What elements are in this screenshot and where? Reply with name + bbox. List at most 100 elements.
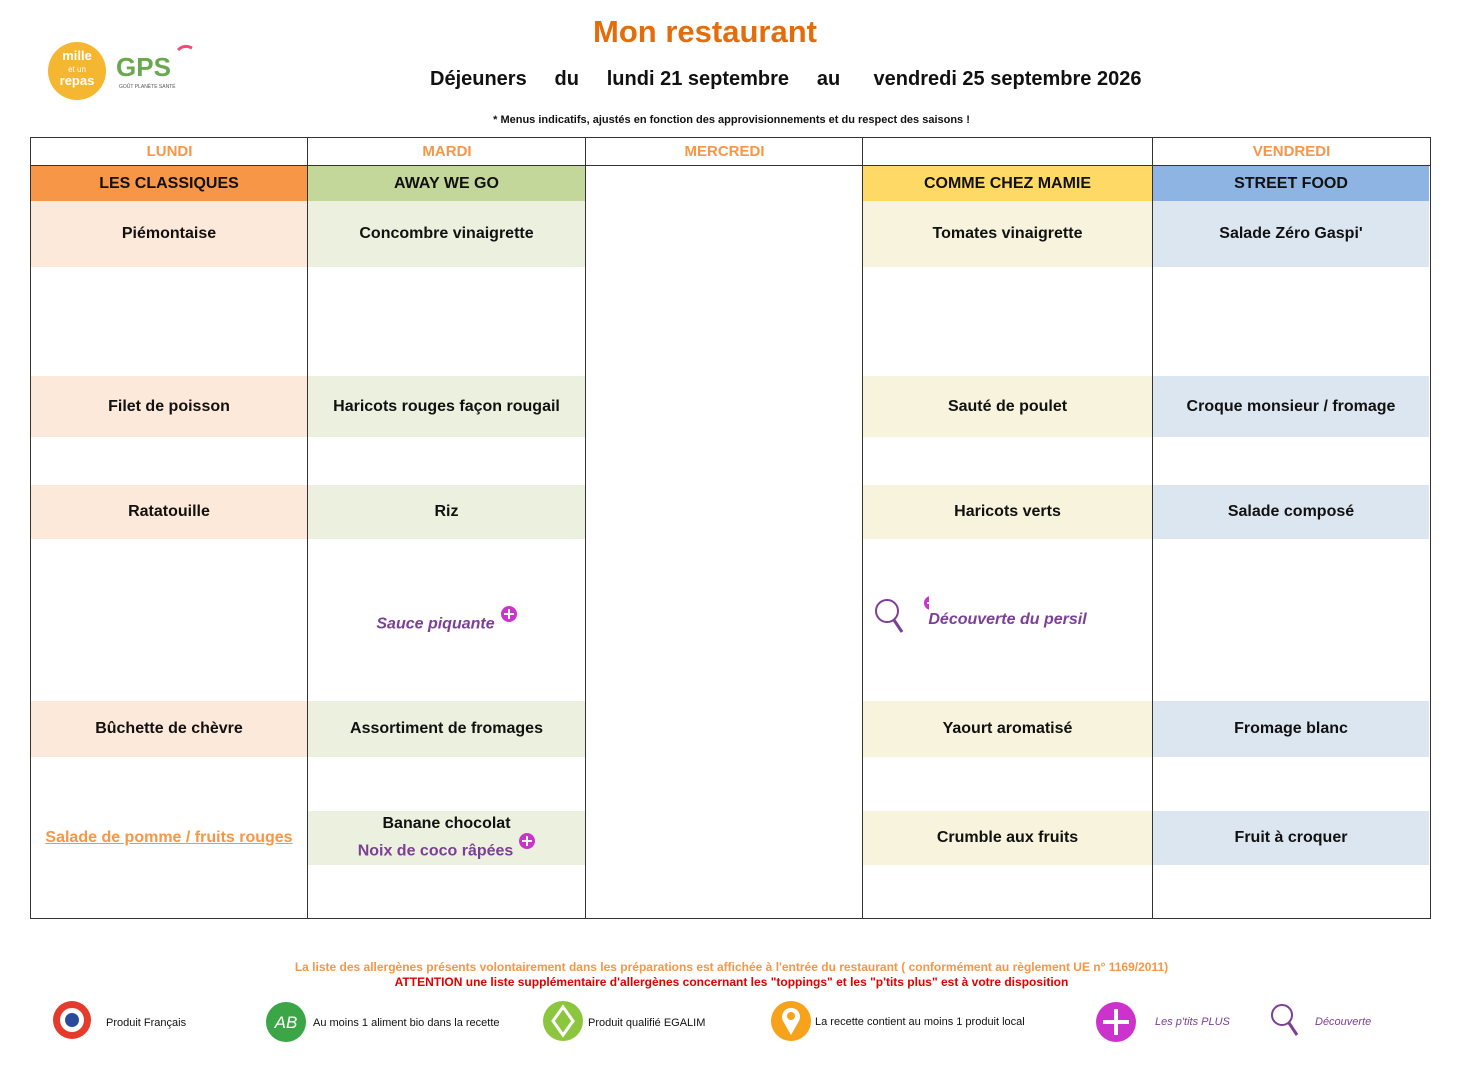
- item-text: Découverte du persil: [928, 611, 1086, 629]
- title: Mon restaurant: [593, 14, 817, 49]
- column-divider: [307, 138, 308, 918]
- legend-label: Les p'tits PLUS: [1155, 1016, 1230, 1028]
- period-part: au: [816, 68, 841, 90]
- period-part: lundi 21 septembre: [606, 68, 790, 90]
- column-divider: [862, 138, 863, 918]
- period-part: vendredi 25 septembre 2026: [873, 68, 1142, 90]
- legend-label: Découverte: [1315, 1016, 1372, 1028]
- item-label: Salade Zéro Gaspi': [1219, 225, 1363, 242]
- day-header: LUNDI: [31, 138, 308, 166]
- menu-item: Sauté de poulet: [863, 376, 1152, 437]
- item-extra: Noix de coco râpées: [358, 833, 536, 860]
- item-text: Croque monsieur / fromage: [1187, 398, 1396, 416]
- column-divider: [1152, 138, 1153, 918]
- item-text: Salade Zéro Gaspi': [1219, 225, 1362, 243]
- item-text: Ratatouille: [128, 503, 210, 521]
- menu-item: Fruit à croquer: [1153, 811, 1429, 865]
- column-divider: [585, 138, 586, 918]
- day-header: MERCREDI: [586, 138, 863, 166]
- item-label: Salade composé: [1227, 503, 1355, 520]
- item-text: Sauce piquante: [376, 606, 517, 633]
- allergen-note: La liste des allergènes présents volonta…: [294, 960, 1169, 974]
- menu-item: Banane chocolat Noix de coco râpées: [308, 811, 585, 865]
- item-text: Salade de pomme / fruits rouges: [45, 829, 292, 847]
- menu-item: Bûchette de chèvre: [31, 701, 307, 757]
- item-text: Yaourt aromatisé: [943, 720, 1073, 738]
- menu-item: Tomates vinaigrette: [863, 201, 1152, 267]
- legend-icons: AB: [53, 1001, 1299, 1042]
- item-label: Tomates vinaigrette: [932, 225, 1083, 242]
- menu-item: Salade de pomme / fruits rouges: [31, 811, 307, 865]
- item-label: Bûchette de chèvre: [95, 720, 243, 737]
- item-label: Sauce piquante: [376, 615, 495, 633]
- item-text: Fruit à croquer: [1235, 829, 1348, 847]
- menu-item: Concombre vinaigrette: [308, 201, 585, 267]
- day-header: MARDI: [308, 138, 586, 166]
- item-text: Assortiment de fromages: [350, 720, 543, 738]
- item-label: Découverte du persil: [928, 611, 1087, 628]
- note: * Menus indicatifs, ajustés en fonction …: [493, 114, 970, 126]
- menu-table: LUNDI LES CLASSIQUES Piémontaise Filet de p…: [30, 137, 1431, 919]
- item-text: Haricots rouges façon rougail: [333, 398, 560, 416]
- period-part: du: [554, 68, 579, 90]
- menu-item: Haricots rouges façon rougail: [308, 376, 585, 437]
- period: Déjeuners du lundi 21 septembre au vendr…: [430, 68, 1141, 91]
- legend-label: La recette contient au moins 1 produit l…: [815, 1016, 1025, 1028]
- menu-item: Yaourt aromatisé: [863, 701, 1152, 757]
- theme-header: LES CLASSIQUES: [31, 166, 307, 201]
- logo-text: repas: [60, 73, 95, 88]
- logo-text: et un: [68, 65, 86, 74]
- item-label: Fruit à croquer: [1234, 829, 1348, 846]
- item-text: Crumble aux fruits: [937, 829, 1078, 847]
- plus-icon: [519, 833, 536, 850]
- item-text: Concombre vinaigrette: [359, 225, 533, 243]
- item-extra-label: Noix de coco râpées: [357, 842, 514, 860]
- legend-label: Produit Français: [106, 1017, 187, 1029]
- item-label: Haricots rouges façon rougail: [333, 397, 560, 415]
- item-label: Sauté de poulet: [947, 397, 1068, 415]
- plus-icon: [500, 606, 517, 623]
- day-header: [863, 138, 1153, 166]
- attention-note: ATTENTION une liste supplémentaire d'all…: [394, 975, 1069, 989]
- item-label: Crumble aux fruits: [936, 829, 1079, 846]
- item-label: Haricots verts: [954, 503, 1061, 520]
- item-text: Fromage blanc: [1234, 720, 1348, 738]
- legend-label: Au moins 1 aliment bio dans la recette: [313, 1017, 500, 1029]
- menu-item: Sauce piquante: [308, 539, 585, 701]
- menu-item: Salade composé: [1153, 485, 1429, 539]
- menu-item: Salade Zéro Gaspi': [1153, 201, 1429, 267]
- item-text: Piémontaise: [122, 225, 216, 243]
- menu-item: Filet de poisson: [31, 376, 307, 437]
- item-label: Assortiment de fromages: [350, 720, 543, 737]
- item-text: Haricots verts: [954, 503, 1061, 521]
- menu-item: Riz: [308, 485, 585, 539]
- item-text: Riz: [435, 503, 459, 521]
- menu-item: Assortiment de fromages: [308, 701, 585, 757]
- item-label: Concombre vinaigrette: [359, 225, 534, 242]
- item-label: Banane chocolat: [382, 815, 511, 833]
- theme-header: STREET FOOD: [1153, 166, 1429, 201]
- gps-tagline: GOÛT PLANÈTE SANTÉ: [119, 83, 176, 90]
- item-text: Filet de poisson: [108, 398, 230, 416]
- theme-header: AWAY WE GO: [308, 166, 585, 201]
- item-label: Croque monsieur / fromage: [1186, 397, 1396, 415]
- item-text: Tomates vinaigrette: [933, 225, 1083, 243]
- item-label: Salade de pomme / fruits rouges: [45, 829, 293, 846]
- menu-item: Fromage blanc: [1153, 701, 1429, 757]
- discovery-icon: [875, 596, 929, 633]
- menu-item: Croque monsieur / fromage: [1153, 376, 1429, 437]
- legend-label: Produit qualifié EGALIM: [588, 1017, 706, 1029]
- menu-item: Haricots verts: [863, 485, 1152, 539]
- item-text: Banane chocolat: [382, 815, 510, 833]
- theme-header: COMME CHEZ MAMIE: [863, 166, 1152, 201]
- day-header: VENDREDI: [1153, 138, 1430, 166]
- logos: mille et un repas GPS GOÛT PLANÈTE SANTÉ: [48, 42, 193, 100]
- gps-logo: GPS: [116, 52, 171, 82]
- item-label: Riz: [434, 503, 459, 520]
- menu-item: Découverte du persil: [863, 539, 1152, 701]
- menu-item: Piémontaise: [31, 201, 307, 267]
- logo-text: mille: [62, 48, 92, 63]
- item-label: Piémontaise: [121, 225, 217, 242]
- item-text: Salade composé: [1228, 503, 1354, 521]
